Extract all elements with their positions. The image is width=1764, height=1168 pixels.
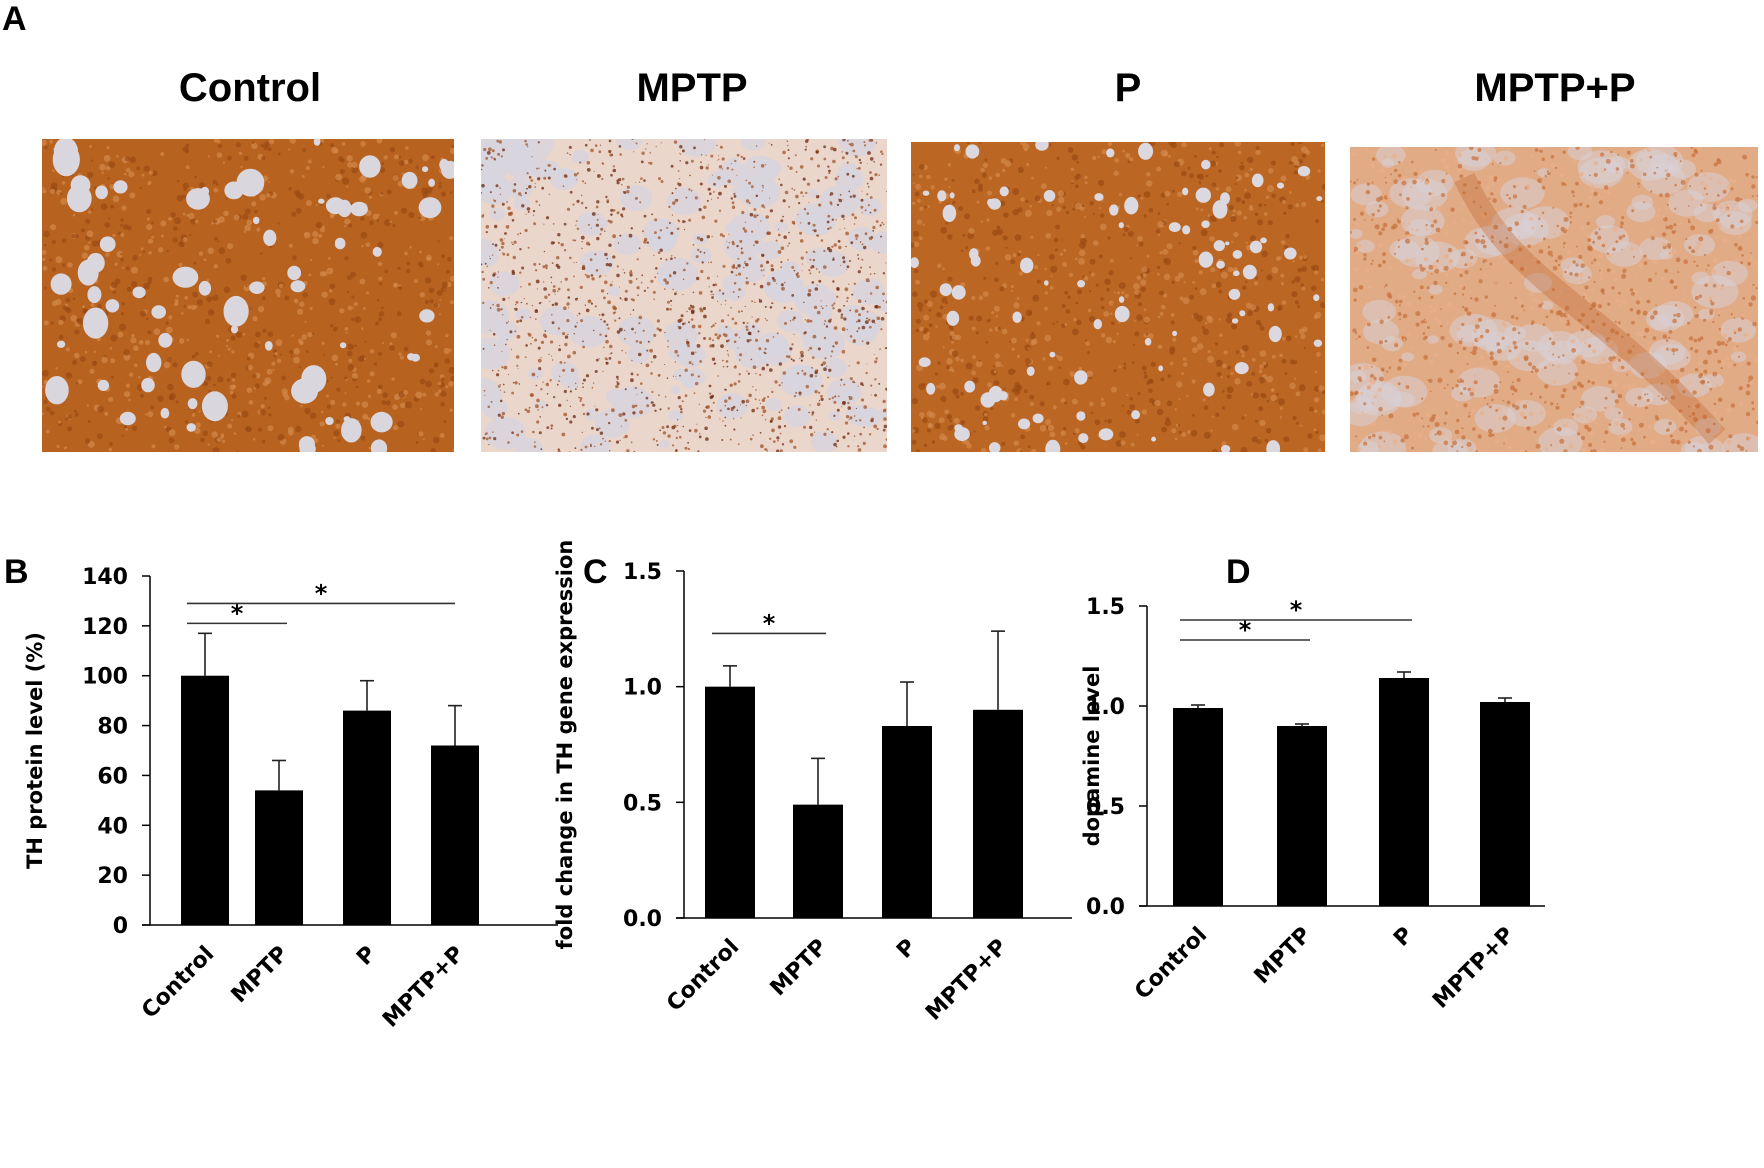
y-tick-label: 80 <box>97 715 128 740</box>
x-tick-label: P <box>352 942 381 971</box>
panel-b-letter: B <box>4 553 29 592</box>
x-tick-label: P <box>892 935 921 964</box>
bar-control <box>1173 708 1223 906</box>
panel-d-letter: D <box>1226 553 1251 592</box>
y-tick-label: 120 <box>82 615 128 640</box>
y-tick-label: 100 <box>82 665 128 690</box>
micrograph-p <box>911 142 1325 452</box>
y-axis-label: fold change in TH gene expression <box>553 540 577 950</box>
y-tick-label: 40 <box>97 814 128 839</box>
x-tick-label: Control <box>662 935 744 1017</box>
bar-mptp-p <box>431 746 479 925</box>
micrograph-mptp <box>481 139 887 452</box>
x-tick-label: P <box>1389 923 1418 952</box>
y-axis-label: dopamine level <box>1080 666 1104 847</box>
significance-marker: * <box>763 609 776 637</box>
micrograph-title-mptp-p: MPTP+P <box>1355 66 1755 111</box>
micrograph-title-p: P <box>928 66 1328 111</box>
bar-mptp-p <box>973 710 1023 918</box>
y-tick-label: 0.0 <box>623 907 662 932</box>
y-tick-label: 140 <box>82 565 128 590</box>
y-tick-label: 0.5 <box>623 791 662 816</box>
bar-p <box>343 711 391 925</box>
x-tick-label: MPTP+P <box>921 935 1012 1026</box>
y-tick-label: 0 <box>113 914 128 939</box>
y-tick-label: 1.5 <box>1086 595 1125 620</box>
x-tick-label: MPTP+P <box>1428 923 1519 1014</box>
x-tick-label: Control <box>137 942 219 1024</box>
significance-marker: * <box>315 579 328 607</box>
y-tick-label: 20 <box>97 864 128 889</box>
micrograph-mptp-p <box>1350 147 1758 452</box>
y-tick-label: 1.5 <box>623 560 662 585</box>
bar-mptp <box>793 805 843 918</box>
x-tick-label: MPTP+P <box>378 942 469 1033</box>
y-tick-label: 60 <box>97 764 128 789</box>
micrograph-control <box>42 139 454 452</box>
panel-a-letter: A <box>2 0 27 39</box>
micrograph-title-control: Control <box>50 66 450 111</box>
bar-mptp <box>255 790 303 925</box>
bar-p <box>882 726 932 918</box>
bar-mptp <box>1277 726 1327 906</box>
x-tick-label: MPTP <box>766 935 833 1002</box>
y-tick-label: 1.0 <box>623 676 662 701</box>
y-tick-label: 0.0 <box>1086 895 1125 920</box>
bar-control <box>181 676 229 925</box>
bar-mptp-p <box>1480 702 1530 906</box>
bar-p <box>1379 678 1429 906</box>
bar-control <box>705 687 755 918</box>
y-axis-label: TH protein level (%) <box>23 632 47 869</box>
micrograph-title-mptp: MPTP <box>492 66 892 111</box>
x-tick-label: MPTP <box>227 942 294 1009</box>
panel-c-letter: C <box>583 553 608 592</box>
significance-marker: * <box>1290 596 1303 624</box>
x-tick-label: MPTP <box>1250 923 1317 990</box>
